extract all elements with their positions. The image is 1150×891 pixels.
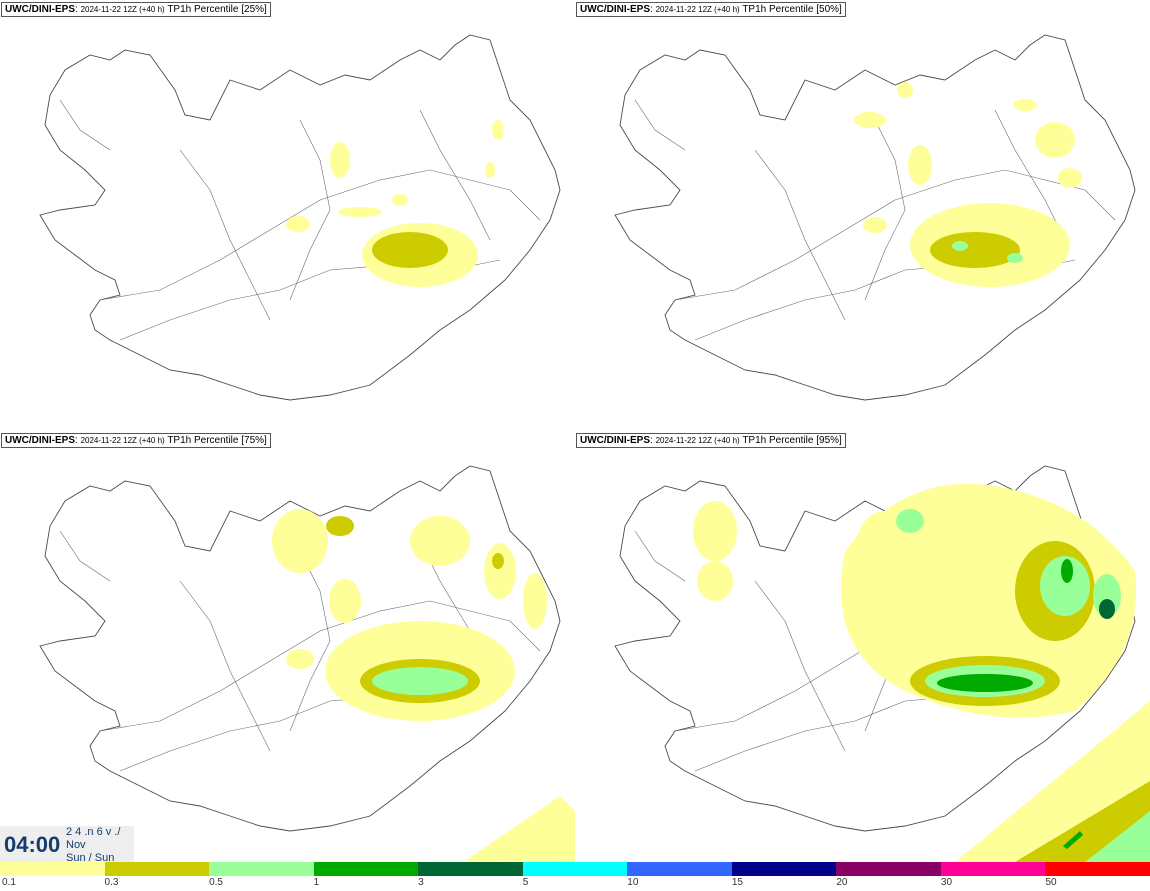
legend-swatch (0, 862, 105, 876)
legend-tick-label: 3 (418, 877, 424, 888)
precip-area (372, 232, 448, 268)
precip-area (908, 145, 932, 185)
legend-tick-label: 15 (731, 877, 743, 888)
panel-title: UWC/DINI-EPS: 2024-11-22 12Z (+40 h) TP1… (576, 2, 846, 17)
legend-swatch (836, 862, 942, 876)
precip-area (937, 674, 1033, 692)
precip-overlay (272, 509, 575, 862)
precip-area (1061, 559, 1073, 583)
precip-area (952, 241, 968, 251)
legend-swatch (627, 862, 733, 876)
precip-area (484, 543, 516, 599)
precip-area (855, 511, 915, 591)
legend-swatch (940, 862, 1046, 876)
precip-area (1085, 811, 1150, 862)
precip-area (329, 579, 361, 623)
precip-area (286, 649, 314, 669)
precip-area (485, 162, 495, 178)
legend-tick-label: 0.5 (209, 877, 223, 888)
precip-overlay (854, 82, 1082, 287)
precip-area (1013, 99, 1037, 111)
precip-area (1035, 122, 1075, 158)
precip-area (338, 207, 382, 217)
valid-day: 2 4 .n 6 v ./ (66, 826, 121, 838)
color-legend: 0.1 0.3 0.5 1 3 5 10 15 20 30 50 (0, 862, 1150, 891)
map-canvas (39, 34, 561, 401)
panel-title: UWC/DINI-EPS: 2024-11-22 12Z (+40 h) TP1… (1, 2, 271, 17)
map-canvas (614, 465, 1150, 862)
precip-area (326, 516, 354, 536)
precip-area (897, 82, 913, 98)
precip-area (330, 142, 350, 178)
legend-tick-label: 30 (940, 877, 953, 888)
legend-tick-label: 5 (522, 877, 529, 888)
valid-time: 04:00 (4, 832, 61, 857)
precip-area (392, 194, 408, 206)
precip-area (410, 516, 470, 566)
precip-area (930, 232, 1020, 268)
map-panel-p50: UWC/DINI-EPS: 2024-11-22 12Z (+40 h) TP1… (575, 0, 1150, 431)
precip-overlay (286, 120, 504, 287)
panel-title: UWC/DINI-EPS: 2024-11-22 12Z (+40 h) TP1… (576, 433, 846, 448)
map-panel-p95: UWC/DINI-EPS: 2024-11-22 12Z (+40 h) TP1… (575, 431, 1150, 862)
legend-tick-label: 0.1 (2, 877, 16, 888)
panel-title: UWC/DINI-EPS: 2024-11-22 12Z (+40 h) TP1… (1, 433, 271, 448)
precip-area (286, 216, 310, 232)
legend-tick-label: 50 (1045, 877, 1057, 888)
precip-area (492, 120, 504, 140)
legend-tick-label: 0.3 (104, 877, 119, 888)
precip-area (863, 217, 887, 233)
legend-swatch (1045, 862, 1150, 876)
map-canvas (614, 34, 1136, 401)
precip-area (697, 561, 733, 601)
precip-area (1063, 831, 1083, 849)
precip-overlay (693, 483, 1150, 862)
precip-area (372, 667, 468, 695)
precip-area (1099, 599, 1115, 619)
precip-area (896, 509, 924, 533)
legend-swatch (731, 862, 837, 876)
legend-tick-label: 10 (627, 877, 639, 888)
valid-date: 2 4 .n 6 v ./ Nov Sun / Sun (66, 826, 120, 865)
valid-month: Nov (66, 839, 86, 851)
legend-swatch (522, 862, 628, 876)
precip-area (1058, 168, 1082, 188)
valid-time-box: 04:00 2 4 .n 6 v ./ Nov Sun / Sun (0, 826, 134, 865)
legend-swatch (418, 862, 524, 876)
map-canvas (39, 465, 575, 862)
legend-swatch (209, 862, 315, 876)
precip-area (523, 573, 547, 629)
legend-swatch (313, 862, 419, 876)
precip-area (854, 112, 886, 128)
valid-weekday: Sun / Sun (66, 852, 115, 864)
precip-area (492, 553, 504, 569)
precip-area (465, 796, 575, 862)
legend-tick-label: 1 (313, 877, 320, 888)
precip-area (1040, 556, 1090, 616)
precip-area (272, 509, 328, 573)
legend-tick-label: 20 (836, 877, 848, 888)
map-panel-p75: UWC/DINI-EPS: 2024-11-22 12Z (+40 h) TP1… (0, 431, 575, 862)
legend-swatch (104, 862, 210, 876)
precip-area (1007, 253, 1023, 263)
precip-area (693, 501, 737, 561)
map-panel-p25: UWC/DINI-EPS: 2024-11-22 12Z (+40 h) TP1… (0, 0, 575, 431)
